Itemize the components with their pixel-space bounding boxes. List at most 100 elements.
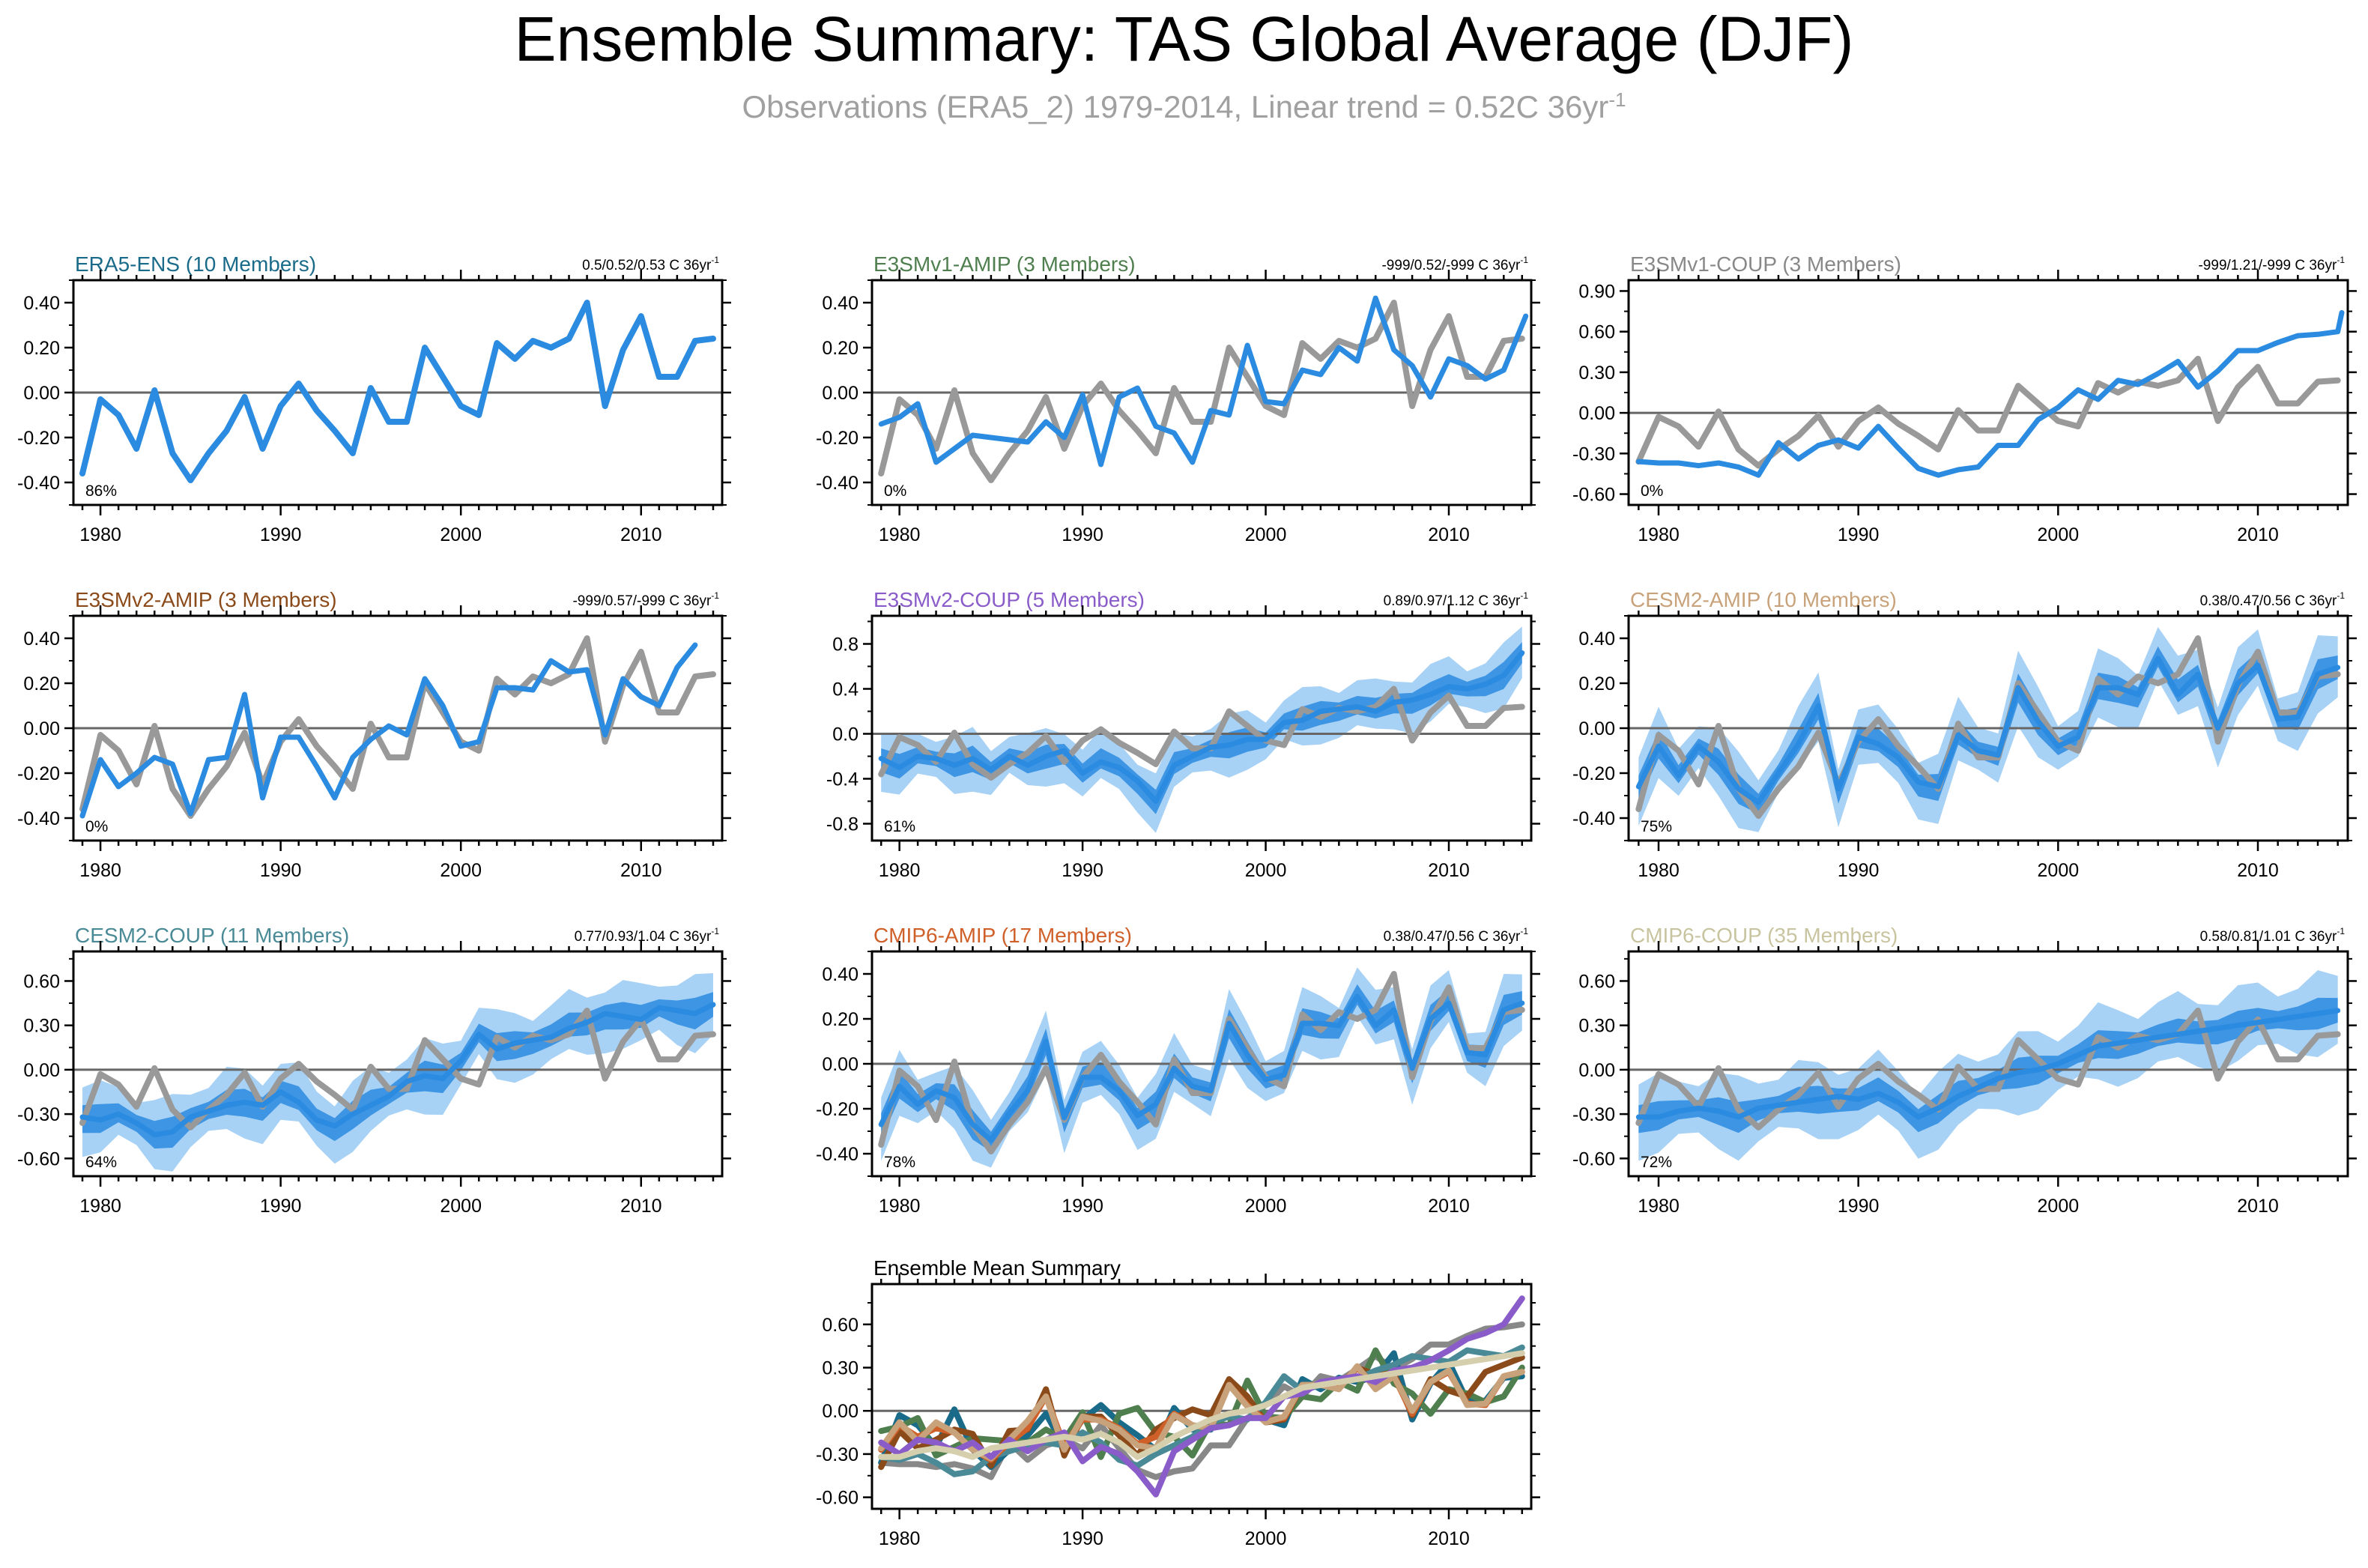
x-tick-label: 2000 [1245, 524, 1287, 545]
y-tick-label: 0.60 [1578, 322, 1615, 343]
x-tick-label: 2000 [1245, 1196, 1287, 1217]
panel-label: E3SMv2-COUP (5 Members) [873, 588, 1145, 611]
y-tick-label: 0.30 [1578, 1016, 1615, 1037]
observation-line [878, 300, 1525, 483]
panel-frame [870, 614, 1533, 842]
y-tick-label: 0.90 [1578, 281, 1615, 302]
x-tick-label: 1990 [260, 860, 302, 881]
trend-superscript: -1 [711, 590, 719, 601]
y-tick-label: 0.00 [1578, 1060, 1615, 1081]
x-tick-label: 1980 [879, 1528, 921, 1549]
panel-label: ERA5-ENS (10 Members) [75, 252, 316, 276]
x-tick-label: 1980 [1638, 1196, 1680, 1217]
y-tick-label: 0.30 [1578, 363, 1615, 384]
x-tick-label: 2000 [1245, 1528, 1287, 1549]
y-tick-label: -0.20 [17, 763, 60, 784]
x-tick-label: 1980 [879, 524, 921, 545]
panel-label: E3SMv2-AMIP (3 Members) [75, 588, 337, 611]
x-tick-label: 2000 [2038, 860, 2080, 881]
y-tick-label: -0.20 [816, 428, 859, 449]
figure-subtitle: Observations (ERA5_2) 1979-2014, Linear … [0, 81, 2368, 126]
model-line [878, 295, 1529, 467]
y-tick-label: 0.00 [822, 1054, 859, 1075]
y-tick-label: -0.30 [17, 1104, 60, 1125]
series-line-e3smv2-coup [878, 1295, 1525, 1498]
y-tick-label: 0.00 [822, 383, 859, 404]
panel-label: CESM2-COUP (11 Members) [75, 924, 349, 947]
y-tick-label: 0.40 [822, 293, 859, 314]
x-tick-label: 2010 [620, 524, 662, 545]
x-tick-label: 2010 [620, 860, 662, 881]
subtitle-text: Observations (ERA5_2) 1979-2014, Linear … [742, 89, 1609, 124]
figure-title: Ensemble Summary: TAS Global Average (DJ… [514, 4, 1854, 74]
panel-e3smv1-coup: E3SMv1-COUP (3 Members) -999/1.21/-999 C … [1572, 252, 2357, 545]
x-tick-label: 1980 [879, 860, 921, 881]
observation-line [1635, 355, 2341, 469]
x-tick-label: 1990 [260, 524, 302, 545]
match-percentage: 86% [85, 482, 117, 500]
trend-label: 0.38/0.47/0.56 C 36yr-1 [1384, 926, 1529, 945]
trend-label: 0.38/0.47/0.56 C 36yr-1 [2200, 590, 2346, 609]
model-line [79, 1002, 716, 1138]
y-tick-label: 0.60 [822, 1315, 859, 1336]
match-percentage: 0% [85, 818, 108, 835]
x-tick-label: 1980 [79, 524, 121, 545]
subtitle-superscript: -1 [1608, 88, 1626, 111]
panel-cesm2-amip: CESM2-AMIP (10 Members) 0.38/0.47/0.56 C … [1572, 588, 2357, 881]
x-tick-label: 2010 [1428, 860, 1470, 881]
y-tick-label: -0.40 [17, 473, 60, 494]
panel-cmip6-coup: CMIP6-COUP (35 Members) 0.58/0.81/1.01 C … [1572, 924, 2357, 1217]
panel-era5-ens: ERA5-ENS (10 Members) 0.5/0.52/0.53 C 36y… [17, 252, 731, 545]
x-tick-label: 1990 [1062, 860, 1103, 881]
panel-e3smv2-amip: E3SMv2-AMIP (3 Members) -999/0.57/-999 C … [17, 588, 731, 881]
trend-label: -999/1.21/-999 C 36yr-1 [2198, 255, 2345, 273]
y-tick-label: 0.40 [23, 293, 60, 314]
trend-superscript: -1 [1520, 590, 1528, 601]
x-tick-label: 1980 [879, 1196, 921, 1217]
trend-label: 0.89/0.97/1.12 C 36yr-1 [1384, 590, 1529, 609]
x-tick-label: 2010 [1428, 1528, 1470, 1549]
y-tick-label: -0.40 [816, 1144, 859, 1165]
x-tick-label: 1990 [1062, 524, 1103, 545]
trend-label: 0.5/0.52/0.53 C 36yr-1 [582, 255, 719, 273]
y-tick-label: 0.60 [1578, 971, 1615, 992]
y-tick-label: -0.20 [1572, 763, 1615, 784]
model-line [878, 650, 1525, 804]
observation-line [1635, 1007, 2341, 1130]
y-tick-label: 0.00 [23, 1060, 60, 1081]
observation-line [878, 685, 1525, 781]
y-tick-label: -0.40 [1572, 808, 1615, 829]
x-tick-label: 1980 [1638, 524, 1680, 545]
panel-label: CMIP6-AMIP (17 Members) [873, 924, 1132, 947]
match-percentage: 78% [884, 1154, 915, 1171]
model-line [1635, 656, 2341, 805]
trend-superscript: -1 [1520, 255, 1528, 265]
x-tick-label: 1990 [260, 1196, 302, 1217]
y-tick-label: 0.00 [1578, 718, 1615, 739]
y-tick-label: -0.20 [816, 1099, 859, 1120]
trend-superscript: -1 [2337, 926, 2345, 936]
x-tick-label: 1980 [79, 1196, 121, 1217]
panel-frame [1627, 950, 2349, 1178]
y-tick-label: 0.00 [23, 383, 60, 404]
y-tick-label: 0.40 [1578, 629, 1615, 650]
y-tick-label: 0.40 [822, 964, 859, 985]
panel-frame [870, 1283, 1533, 1510]
y-tick-label: 0.20 [23, 338, 60, 359]
series-line-e3smv1-amip [878, 1347, 1525, 1460]
spread-band-outer [1638, 970, 2338, 1161]
x-tick-label: 1980 [1638, 860, 1680, 881]
y-tick-label: 0.20 [23, 673, 60, 694]
y-tick-label: 0.00 [23, 718, 60, 739]
y-tick-label: -0.60 [1572, 1148, 1615, 1169]
x-tick-label: 2010 [1428, 1196, 1470, 1217]
trend-label: 0.58/0.81/1.01 C 36yr-1 [2200, 926, 2346, 945]
panel-cesm2-coup: CESM2-COUP (11 Members) 0.77/0.93/1.04 C … [17, 924, 731, 1217]
trend-superscript: -1 [2337, 590, 2345, 601]
x-tick-label: 1980 [79, 860, 121, 881]
match-percentage: 64% [85, 1154, 117, 1171]
x-tick-label: 2010 [2237, 1196, 2279, 1217]
panel-e3smv2-coup: E3SMv2-COUP (5 Members) 0.89/0.97/1.12 C … [826, 588, 1540, 881]
series-line-cmip6-coup [878, 1350, 1525, 1460]
